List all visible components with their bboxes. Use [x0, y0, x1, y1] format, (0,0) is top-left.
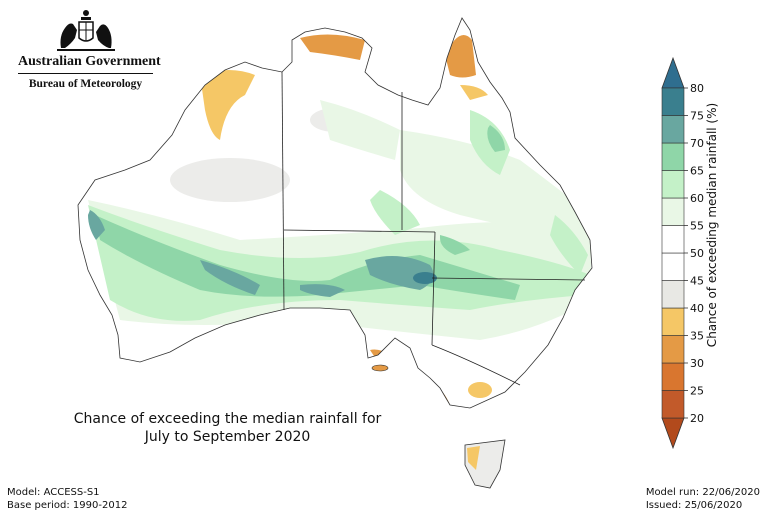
australia-mainland — [77, 17, 593, 409]
colorbar-segment — [661, 225, 685, 254]
colorbar-tick-label: 60 — [690, 192, 704, 205]
colorbar-legend: 20 25 30 35 40 45 50 55 60 65 70 75 80 — [661, 56, 704, 450]
colorbar-segment — [661, 362, 685, 391]
colorbar-segment — [661, 307, 685, 336]
colorbar-segment — [661, 252, 685, 281]
coat-of-arms-icon — [56, 10, 115, 51]
base-period-text: Base period: 1990-2012 — [7, 500, 128, 511]
colorbar-tick-label: 80 — [690, 82, 704, 95]
colorbar-tick-label: 50 — [690, 247, 704, 260]
model-text: Model: ACCESS-S1 — [7, 487, 100, 498]
colorbar-label-text: Chance of exceeding median rainfall (%) — [705, 103, 719, 347]
model-run-text: Model run: 22/06/2020 — [645, 487, 760, 498]
colorbar-tick-label: 75 — [690, 110, 704, 123]
logo-divider — [18, 73, 153, 74]
colorbar-tick-label: 40 — [690, 302, 704, 315]
bom-logo: Australian Government Bureau of Meteorol… — [18, 8, 161, 90]
colorbar-over-arrow — [661, 56, 685, 89]
colorbar-tick-label: 45 — [690, 275, 704, 288]
state-borders — [281, 71, 586, 386]
colorbar-tick-label: 55 — [690, 220, 704, 233]
org-name: Australian Government — [18, 54, 161, 69]
colorbar-segment — [661, 197, 685, 226]
rainfall-outlook-map — [77, 17, 593, 489]
kangaroo-island — [371, 364, 389, 372]
colorbar-segment — [661, 170, 685, 199]
colorbar-segment — [661, 390, 685, 419]
colorbar-tick-label: 70 — [690, 137, 704, 150]
colorbar-segment — [661, 87, 685, 116]
footer-left: Model: ACCESS-S1 Base period: 1990-2012 — [7, 486, 127, 512]
colorbar-tick-label: 35 — [690, 330, 704, 343]
bureau-name: Bureau of Meteorology — [28, 78, 143, 90]
colorbar-tick-label: 25 — [690, 385, 704, 398]
map-title-line2: July to September 2020 — [144, 429, 311, 445]
issued-text: Issued: 25/06/2020 — [645, 500, 743, 511]
colorbar-under-arrow — [661, 417, 685, 450]
footer-right: Model run: 22/06/2020 Issued: 25/06/2020 — [646, 486, 760, 512]
colorbar-tick-label: 65 — [690, 165, 704, 178]
colorbar-segment — [661, 280, 685, 309]
colorbar-tick-label: 30 — [690, 357, 704, 370]
map-title-line1: Chance of exceeding the median rainfall … — [73, 411, 382, 427]
colorbar-segment — [661, 115, 685, 144]
map-title: Chance of exceeding the median rainfall … — [40, 410, 415, 446]
colorbar-segment — [661, 142, 685, 171]
colorbar-tick-label: 20 — [690, 412, 704, 425]
colorbar-segment — [661, 335, 685, 364]
colorbar-label: Chance of exceeding median rainfall (%) — [705, 103, 719, 347]
tasmania — [464, 439, 506, 489]
